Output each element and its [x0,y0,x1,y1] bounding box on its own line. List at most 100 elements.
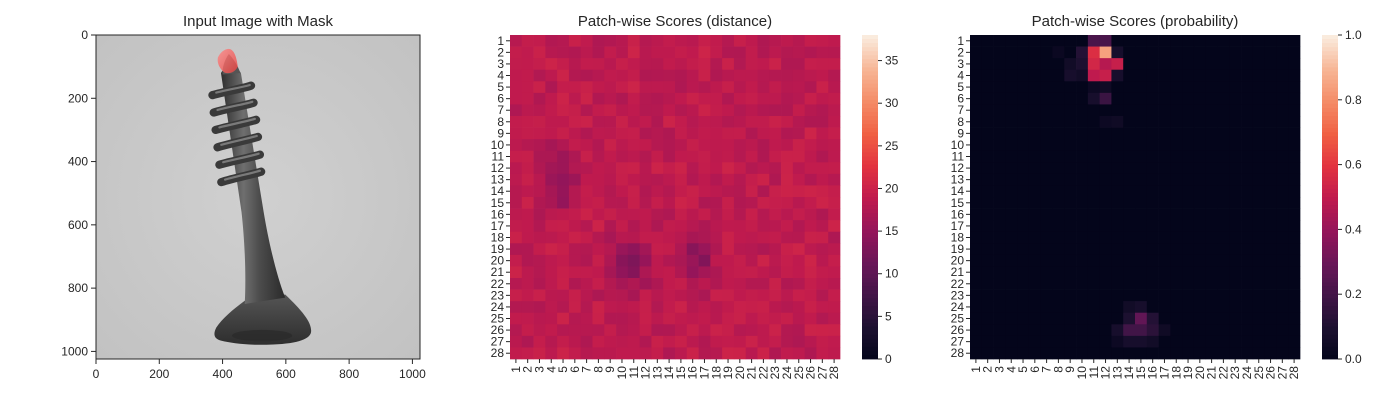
heatmap-cell [1028,347,1042,360]
x-tick-label: 25 [1252,366,1266,380]
colorbar-segment [862,116,878,121]
heatmap-cell [816,220,829,233]
heatmap-cell [1146,173,1159,186]
heatmap-cell [1017,150,1030,163]
heatmap-cell [580,58,593,71]
heatmap-cell [1217,289,1230,302]
y-tick-label: 20 [951,254,965,268]
colorbar-segment [1322,176,1338,182]
heatmap-cell [1099,324,1112,337]
heatmap-cell [1099,197,1112,209]
heatmap-cell [592,92,605,105]
heatmap-cell [722,324,735,337]
heatmap-cell [710,173,723,186]
colorbar-segment [862,71,878,76]
heatmap-cell [1205,185,1218,198]
colorbar-segment [862,160,878,165]
y-tick-label: 3 [497,57,504,71]
heatmap-cell [604,58,617,71]
heatmap-cell [675,92,688,105]
heatmap-cell [1111,301,1124,314]
heatmap-cell [1170,289,1183,302]
colorbar-segment [1322,233,1338,238]
heatmap-cell [757,254,770,267]
heatmap-cell [1064,173,1077,186]
heatmap-cell [545,173,558,186]
heatmap-cell [1076,92,1089,105]
heatmap-cell [1146,231,1159,244]
heatmap-cell [1264,197,1277,209]
heatmap-cell [733,185,747,198]
image-y-tick-label: 600 [68,218,88,232]
heatmap-cell [970,69,983,82]
colorbar-segment [862,176,878,182]
colorbar-segment [862,99,878,105]
heatmap-cell [1099,116,1112,128]
heatmap-cell [1229,69,1242,82]
heatmap-cell [616,69,629,82]
y-tick-label: 3 [957,57,964,71]
heatmap-cell [710,278,723,290]
heatmap-cell [1076,254,1089,267]
heatmap-cell [545,301,558,314]
heatmap-cell [1087,46,1100,59]
heatmap-cell [1170,139,1183,152]
heatmap-cell [1264,81,1277,94]
heatmap-cell [1276,35,1289,47]
heatmap-cell [816,104,829,117]
heatmap-cell [781,139,794,152]
heatmap-cell [1064,92,1077,105]
colorbar-segment [862,310,878,315]
heatmap-cell [1146,347,1159,360]
heatmap-cell [651,185,664,198]
heatmap-cell [1123,81,1136,94]
heatmap-cell [663,69,676,82]
heatmap-cell [710,104,723,117]
colorbar-tick-label: 35 [885,54,899,68]
heatmap-cell [1005,301,1018,314]
heatmap-cell [1205,35,1218,47]
colorbar-segment [862,350,878,356]
heatmap-cell [675,243,688,256]
heatmap-cell [781,92,794,105]
heatmap-cell [580,92,593,105]
heatmap-cell [1005,173,1018,186]
heatmap-cell [1170,347,1183,360]
heatmap-cell [1182,104,1195,117]
heatmap-cell [781,173,794,186]
heatmap-cell [1217,150,1230,163]
heatmap-cell [792,289,805,302]
heatmap-cell [1123,312,1136,325]
heatmap-cell [722,312,735,325]
heatmap-cell [510,185,523,198]
colorbar-segment [1322,318,1338,323]
heatmap-cell [1052,116,1065,128]
colorbar-segment [1322,75,1338,80]
heatmap-cell [698,278,711,290]
heatmap-cell [1229,231,1242,244]
heatmap-cell [639,301,652,314]
heatmap-cell [686,301,699,314]
heatmap-cell [1076,278,1089,290]
colorbar-segment [862,257,878,263]
x-tick-label: 6 [1028,366,1042,373]
heatmap-cell [1146,278,1159,290]
heatmap-cell [792,139,805,152]
heatmap-cell [604,185,617,198]
heatmap-cell [970,243,983,256]
heatmap-cell [592,278,605,290]
x-tick-label: 18 [1169,366,1183,380]
x-tick-label: 10 [615,366,629,380]
heatmap-cell [1052,347,1065,360]
heatmap-cell [1252,104,1265,117]
heatmap-cell [828,104,841,117]
heatmap-cell [1040,46,1053,59]
heatmap-cell [781,278,794,290]
colorbar-segment [1322,116,1338,121]
heatmap-cell [722,254,735,267]
x-tick-label: 2 [981,366,995,373]
heatmap-cell [757,35,770,47]
heatmap-cell [580,266,593,279]
heatmap-cell [1146,104,1159,117]
heatmap-cell [745,185,758,198]
